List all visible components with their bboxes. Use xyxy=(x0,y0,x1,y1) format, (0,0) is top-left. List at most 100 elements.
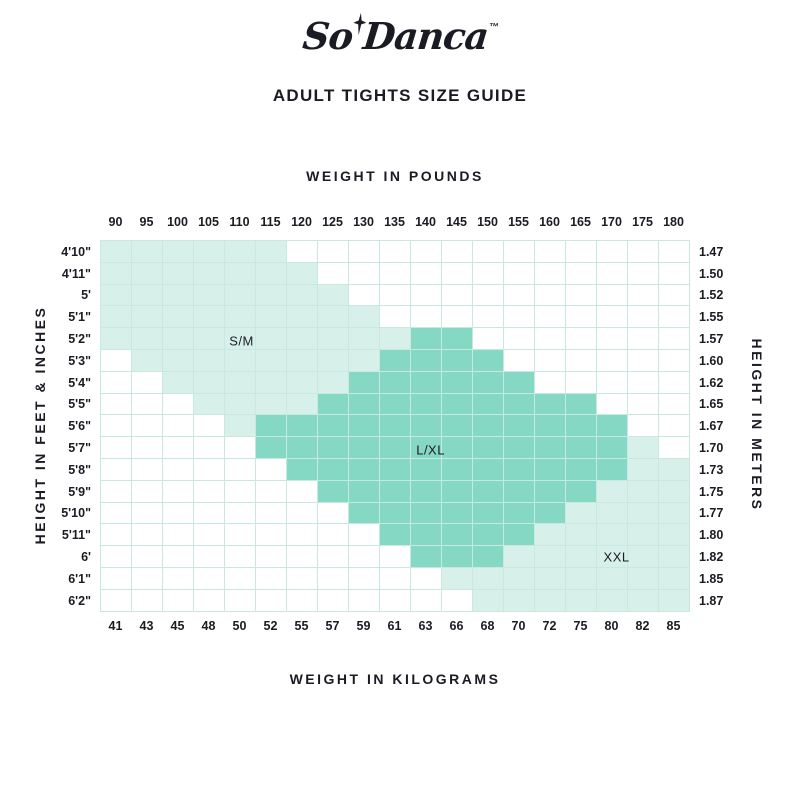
grid-cell xyxy=(225,241,255,262)
grid-cell xyxy=(566,502,596,524)
grid-cell xyxy=(318,589,348,611)
meters-tick: 1.65 xyxy=(699,397,724,412)
pounds-tick: 105 xyxy=(198,215,219,229)
grid-cell xyxy=(380,262,410,284)
grid-cell xyxy=(101,306,131,328)
grid-cell xyxy=(535,502,565,524)
grid-cell xyxy=(442,546,472,567)
grid-cell xyxy=(566,241,596,262)
pounds-tick: 150 xyxy=(477,215,498,229)
grid-cell xyxy=(194,567,224,589)
grid-cell xyxy=(194,480,224,502)
grid-cell xyxy=(318,480,348,502)
feet-inches-tick: 5'1" xyxy=(68,310,91,325)
grid-cell xyxy=(101,437,131,458)
grid-cell xyxy=(566,567,596,589)
grid-cell xyxy=(349,546,379,567)
grid-cell xyxy=(132,524,162,546)
meters-tick: 1.47 xyxy=(699,244,724,259)
grid-cell xyxy=(628,262,658,284)
grid-cell xyxy=(597,393,627,415)
page-title: ADULT TIGHTS SIZE GUIDE xyxy=(272,86,528,105)
grid-cell xyxy=(442,524,472,546)
grid-cell xyxy=(566,458,596,480)
grid-cell xyxy=(411,546,441,567)
grid-cell xyxy=(442,262,472,284)
grid-cell xyxy=(256,546,286,567)
feet-inches-tick: 5'9" xyxy=(68,484,91,499)
grid-cell xyxy=(225,437,255,458)
feet-inches-tick: 5'10" xyxy=(61,506,91,521)
grid-cell xyxy=(256,284,286,306)
grid-cell xyxy=(597,262,627,284)
grid-cell xyxy=(194,284,224,306)
grid-cell xyxy=(287,349,317,371)
meters-tick: 1.82 xyxy=(699,550,724,565)
grid-cell xyxy=(473,241,503,262)
grid-cell xyxy=(194,415,224,437)
grid-cell xyxy=(504,437,534,458)
logo-word-so: So xyxy=(300,14,355,58)
grid-cell xyxy=(132,502,162,524)
grid-cell xyxy=(411,458,441,480)
grid-cell xyxy=(225,589,255,611)
grid-cell xyxy=(411,371,441,393)
grid-cell xyxy=(380,328,410,349)
grid-cell xyxy=(101,393,131,415)
grid-cell xyxy=(597,437,627,458)
grid-cell xyxy=(225,524,255,546)
grid-cell xyxy=(628,306,658,328)
grid-cell xyxy=(132,284,162,306)
grid-cell xyxy=(473,415,503,437)
grid-cell xyxy=(163,502,193,524)
grid-cell xyxy=(132,349,162,371)
grid-cell xyxy=(566,546,596,567)
grid-cell xyxy=(349,349,379,371)
grid-cell xyxy=(349,241,379,262)
grid-cell xyxy=(659,589,689,611)
meters-tick: 1.52 xyxy=(699,288,724,303)
grid-cell xyxy=(287,393,317,415)
grid-cell xyxy=(628,502,658,524)
grid-cell xyxy=(349,415,379,437)
grid-cell xyxy=(163,524,193,546)
grid-cell xyxy=(659,284,689,306)
grid-cell xyxy=(535,589,565,611)
feet-inches-tick: 6'2" xyxy=(68,593,91,608)
meters-tick: 1.57 xyxy=(699,332,724,347)
grid-cell xyxy=(349,393,379,415)
grid-cell xyxy=(442,437,472,458)
kilograms-tick: 61 xyxy=(387,619,402,633)
grid-cell xyxy=(473,328,503,349)
grid-cell xyxy=(659,349,689,371)
grid-cell xyxy=(659,328,689,349)
grid-cell xyxy=(163,262,193,284)
grid-cell xyxy=(163,589,193,611)
weight-pounds-axis-title: WEIGHT IN POUNDS xyxy=(306,168,484,184)
grid-cell xyxy=(659,458,689,480)
feet-inches-tick: 6'1" xyxy=(68,571,91,586)
grid-cell xyxy=(194,589,224,611)
grid-cell xyxy=(473,306,503,328)
grid-cell xyxy=(473,349,503,371)
grid-cell xyxy=(101,589,131,611)
grid-cell xyxy=(411,437,441,458)
grid-cell xyxy=(628,393,658,415)
kilograms-axis-ticks: 41 43 45 48 50 52 55 57 59 61 63 66 68 70 72 75 80 82 85 xyxy=(100,619,689,633)
size-region-label-sm: S/M xyxy=(229,333,254,349)
pounds-tick: 120 xyxy=(291,215,312,229)
meters-tick: 1.75 xyxy=(699,484,724,499)
grid-cell xyxy=(535,328,565,349)
grid-cell xyxy=(535,306,565,328)
grid-cell xyxy=(380,480,410,502)
meters-tick: 1.73 xyxy=(699,462,724,477)
grid-cell xyxy=(504,415,534,437)
grid-cell xyxy=(628,480,658,502)
kilograms-tick: 59 xyxy=(356,619,371,633)
grid-cell xyxy=(318,306,348,328)
grid-cell xyxy=(473,502,503,524)
grid-cell xyxy=(473,262,503,284)
grid-cell xyxy=(349,371,379,393)
grid-cell xyxy=(628,437,658,458)
grid-cell xyxy=(163,415,193,437)
